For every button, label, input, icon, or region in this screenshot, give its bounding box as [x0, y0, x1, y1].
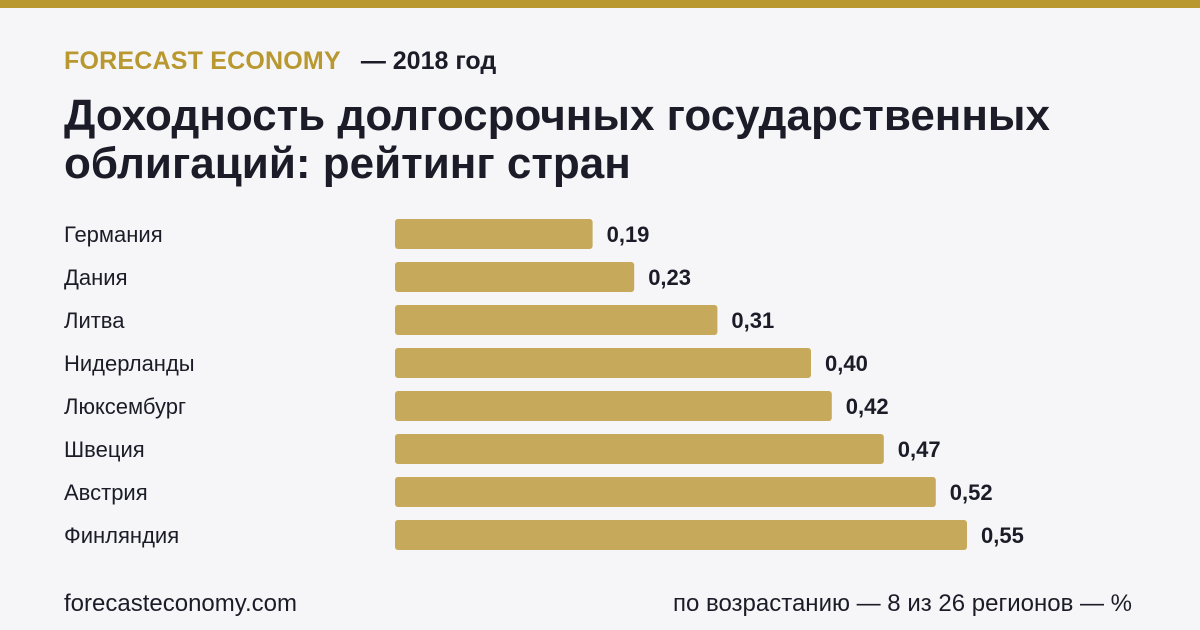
- top-accent-bar: [0, 0, 1200, 8]
- value-label: 0,52: [950, 480, 993, 505]
- category-label: Нидерланды: [64, 351, 195, 376]
- value-label: 0,31: [731, 308, 774, 333]
- value-label: 0,42: [846, 394, 889, 419]
- footer-site[interactable]: forecasteconomy.com: [64, 590, 297, 617]
- bar: [395, 434, 884, 464]
- category-label: Люксембург: [64, 394, 186, 419]
- footer-note: по возрастанию — 8 из 26 регионов — %: [672, 590, 1132, 617]
- category-label: Дания: [64, 265, 128, 290]
- category-label: Германия: [64, 222, 163, 247]
- value-label: 0,55: [981, 523, 1024, 548]
- bar: [395, 391, 832, 421]
- bar: [395, 348, 811, 378]
- brand-name: FORECAST ECONOMY: [64, 46, 341, 75]
- bar-chart: Германия 0,19 Дания 0,23 Литва 0,31 Нидерланды…: [64, 219, 1024, 550]
- year-label: — 2018 год: [360, 46, 497, 75]
- bar: [395, 520, 967, 550]
- category-label: Швеция: [64, 437, 145, 462]
- category-label: Литва: [64, 308, 125, 333]
- value-label: 0,47: [898, 437, 941, 462]
- value-label: 0,19: [607, 222, 650, 247]
- value-label: 0,40: [825, 351, 868, 376]
- chart-title: Доходность долгосрочных государственных …: [64, 91, 1050, 188]
- bar: [395, 262, 635, 292]
- bar: [395, 477, 936, 507]
- value-label: 0,23: [648, 265, 691, 290]
- bar: [395, 305, 718, 335]
- brand-line: FORECAST ECONOMY — 2018 год: [64, 44, 496, 78]
- category-label: Австрия: [64, 480, 148, 505]
- bar: [395, 219, 593, 249]
- category-label: Финляндия: [64, 523, 179, 548]
